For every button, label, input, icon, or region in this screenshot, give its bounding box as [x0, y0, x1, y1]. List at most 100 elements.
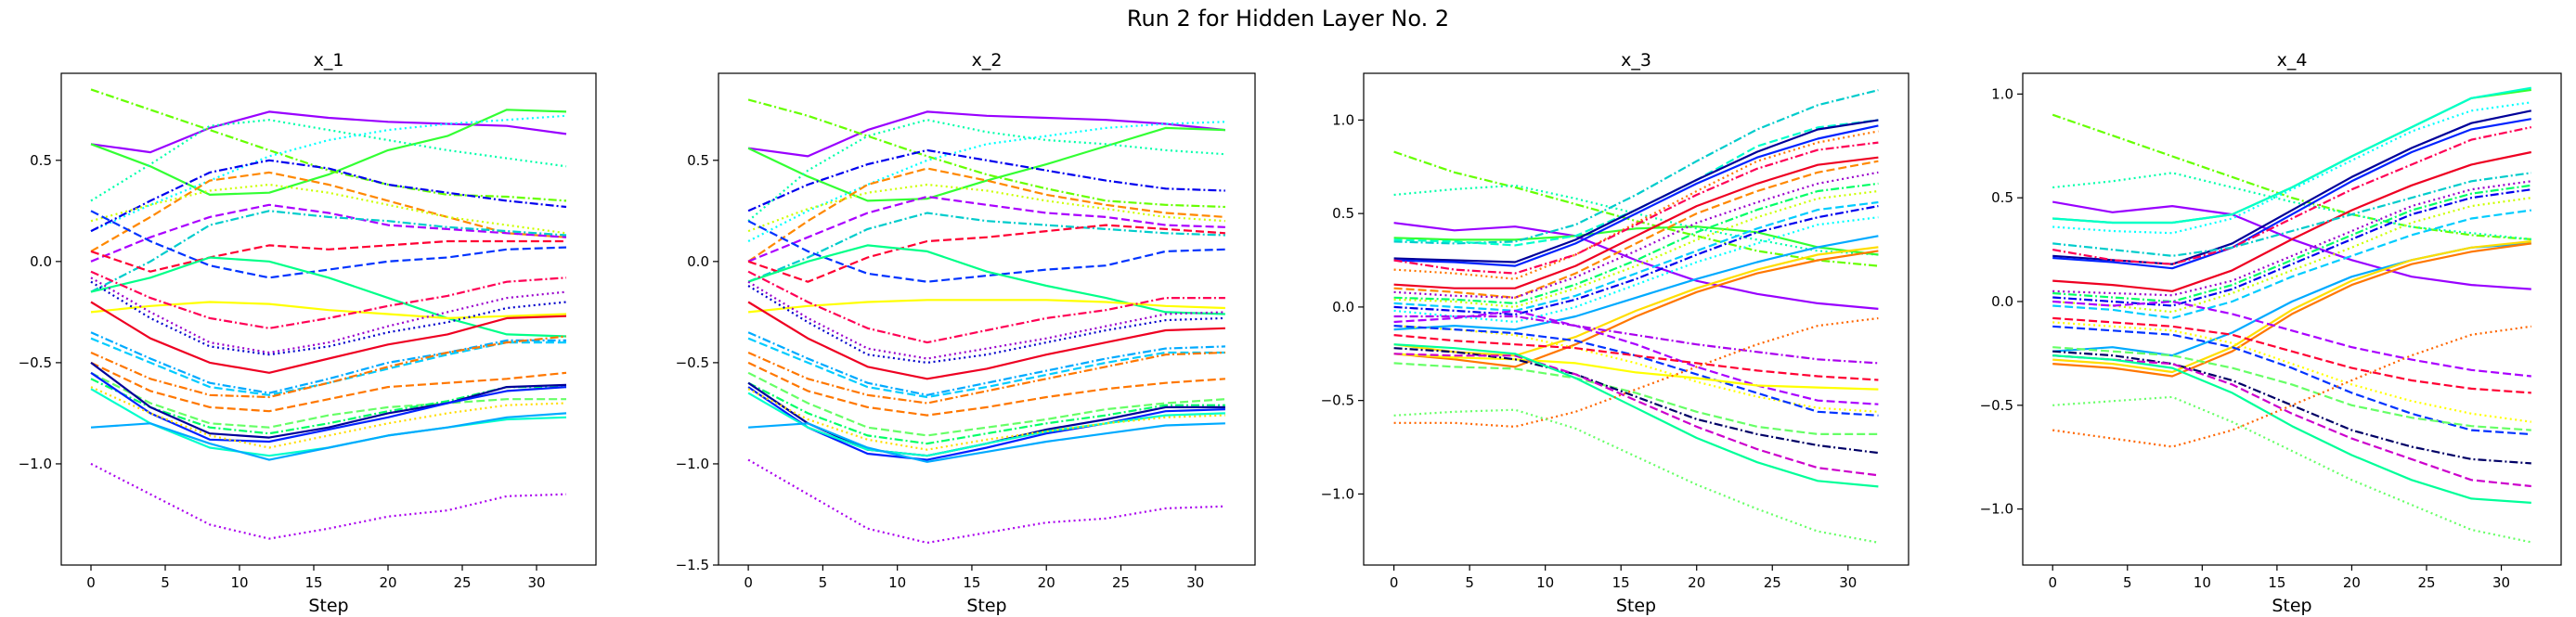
- panel-title: x_4: [2277, 50, 2308, 71]
- series-line-24: [2052, 346, 2531, 431]
- series-line-10: [1393, 141, 1879, 275]
- series-line-20: [747, 337, 1225, 399]
- series-line-27: [2052, 354, 2531, 504]
- x-tick-label: 15: [304, 574, 322, 591]
- series-line-21: [1393, 246, 1879, 357]
- y-tick-label: −1.0: [1321, 485, 1354, 502]
- series-line-12: [90, 239, 566, 273]
- series-line-10: [2052, 150, 2532, 292]
- y-tick-label: 0.0: [30, 253, 52, 270]
- y-tick-label: 0.5: [687, 152, 709, 169]
- series-line-18: [1393, 216, 1879, 324]
- plot-frame: [2022, 72, 2562, 566]
- x-tick-label: 0: [2048, 574, 2057, 591]
- series-line-1: [1393, 150, 1879, 267]
- y-tick-label: 0.0: [1991, 293, 2013, 310]
- x-axis-label: Step: [966, 596, 1006, 616]
- series-line-9: [2052, 126, 2532, 265]
- y-tick-label: 1.0: [1332, 111, 1354, 128]
- series-line-11: [747, 220, 1225, 283]
- series-line-12: [747, 224, 1225, 283]
- series-line-12: [2052, 180, 2531, 297]
- series-line-28: [1393, 362, 1879, 435]
- series-line-5: [1393, 89, 1879, 245]
- series-line-17: [90, 280, 567, 356]
- x-tick-label: 10: [888, 574, 906, 591]
- series-line-30: [1393, 353, 1879, 477]
- y-tick-label: 0.0: [1332, 299, 1354, 315]
- panel-title: x_1: [314, 50, 344, 71]
- series-line-13: [90, 256, 567, 338]
- x-tick-label: 0: [86, 574, 96, 591]
- series-line-11: [90, 210, 567, 279]
- x-axis-label: Step: [308, 596, 348, 616]
- x-axis-label: Step: [1616, 596, 1656, 616]
- x-tick-label: 20: [1688, 574, 1705, 591]
- panel-2: 0 5 10 15 20 25 30 −1.5 −1.0 −0.5 0.0 0.5 x_2 Step: [676, 50, 1256, 616]
- series-line-2: [747, 126, 1225, 202]
- series-line-22: [747, 361, 1225, 417]
- series-line-15: [90, 270, 567, 329]
- series-line-5: [2052, 86, 2531, 225]
- x-tick-label: 15: [2268, 574, 2285, 591]
- series-line-29: [90, 412, 567, 461]
- series-line-11: [2052, 172, 2531, 257]
- series-line-17: [1393, 205, 1879, 316]
- series-line-22: [2052, 321, 2531, 423]
- y-tick-label: −1.0: [676, 456, 709, 472]
- series-group: [747, 98, 1226, 545]
- y-tick-label: 0.5: [30, 152, 52, 169]
- y-tick-label: 0.5: [1332, 205, 1354, 222]
- y-tick-label: −0.5: [1321, 392, 1354, 409]
- series-group: [90, 88, 567, 540]
- series-line-25: [1393, 334, 1879, 381]
- series-line-13: [1393, 171, 1879, 299]
- series-line-23: [747, 371, 1225, 437]
- y-tick-label: 1.0: [1991, 85, 2013, 102]
- series-line-8: [2052, 118, 2531, 270]
- series-line-2: [90, 109, 567, 196]
- series-line-5: [90, 114, 567, 233]
- series-line-3: [90, 119, 567, 202]
- x-tick-label: 0: [1390, 574, 1399, 591]
- series-line-24: [90, 378, 566, 435]
- series-line-23: [1393, 325, 1879, 413]
- series-line-9: [90, 203, 567, 263]
- y-tick-label: −1.5: [676, 557, 709, 573]
- plot-frame: [1363, 72, 1909, 566]
- series-line-9: [747, 195, 1225, 263]
- panel-3: 0 5 10 15 20 25 30 −1.0 −0.5 0.0 0.5 1.0 x_3 Step: [1321, 50, 1909, 616]
- series-line-14: [747, 299, 1225, 314]
- series-line-12: [1393, 160, 1879, 299]
- x-tick-label: 20: [2343, 574, 2361, 591]
- series-line-30: [90, 462, 567, 540]
- series-line-19: [2052, 240, 2531, 374]
- series-line-3: [747, 119, 1225, 223]
- series-line-24: [1393, 325, 1879, 417]
- series-line-7: [90, 171, 567, 252]
- series-line-16: [747, 280, 1225, 360]
- x-tick-label: 30: [1186, 574, 1204, 591]
- y-tick-label: −1.0: [1980, 501, 2013, 518]
- x-tick-label: 30: [2492, 574, 2510, 591]
- x-tick-label: 5: [1465, 574, 1474, 591]
- y-tick-label: −0.5: [19, 354, 52, 371]
- series-group: [1393, 89, 1879, 544]
- series-line-29: [1393, 347, 1879, 455]
- series-line-1: [747, 110, 1226, 158]
- series-line-8: [90, 183, 567, 235]
- series-line-14: [2052, 188, 2531, 307]
- x-tick-label: 25: [1764, 574, 1781, 591]
- series-line-31: [1393, 343, 1879, 488]
- series-line-16: [90, 276, 567, 354]
- series-line-21: [2052, 316, 2531, 394]
- series-line-1: [2052, 113, 2531, 240]
- series-line-19: [747, 331, 1225, 396]
- series-line-25: [90, 362, 567, 439]
- series-line-28: [2052, 395, 2532, 544]
- series-line-6: [90, 159, 567, 233]
- series-line-5: [747, 121, 1225, 242]
- x-tick-label: 25: [2417, 574, 2435, 591]
- series-line-14: [1393, 182, 1879, 304]
